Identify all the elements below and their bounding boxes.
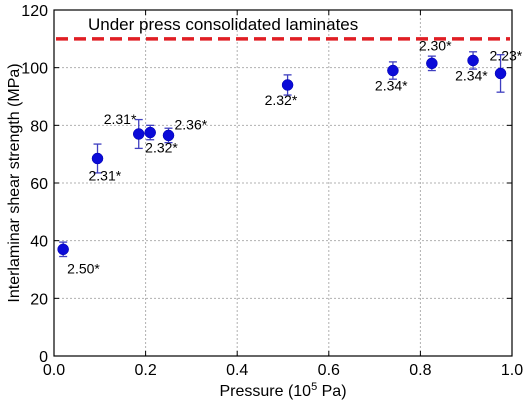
data-point: [387, 64, 399, 77]
data-series: [57, 51, 507, 258]
point-annotation: 2.34*: [375, 78, 408, 94]
point-annotation: 2.32*: [145, 140, 178, 156]
x-tick-label: 0.6: [318, 362, 340, 379]
x-tick-label: 0.0: [43, 362, 65, 379]
data-point: [426, 57, 438, 70]
point-annotation: 2.30*: [419, 37, 452, 53]
point-annotation: 2.31*: [104, 111, 137, 127]
point-annotation: 2.36*: [175, 116, 208, 132]
data-point: [132, 128, 145, 140]
data-point: [281, 79, 294, 91]
data-point: [91, 152, 104, 165]
x-axis-label: Pressure (105 Pa): [219, 381, 346, 400]
y-tick-label: 120: [21, 3, 48, 20]
y-tick-label: 0: [39, 349, 48, 366]
x-tick-label: 0.2: [134, 362, 156, 379]
point-annotation: 2.34*: [455, 67, 488, 83]
y-tick-label: 20: [30, 291, 48, 308]
x-tick-label: 0.4: [226, 362, 248, 379]
x-axis-label-sup: 5: [311, 381, 317, 393]
y-tick-label: 40: [30, 234, 48, 251]
point-annotations: 2.50*2.31*2.31*2.32*2.36*2.32*2.34*2.30*…: [67, 37, 523, 276]
point-annotation: 2.50*: [67, 260, 100, 276]
grid: [53, 9, 513, 357]
reference-line-label: Under press consolidated laminates: [88, 15, 358, 34]
point-annotation: 2.32*: [265, 92, 298, 108]
x-axis-label-main: Pressure (10: [219, 383, 311, 400]
data-point: [57, 243, 69, 256]
data-point: [144, 126, 156, 139]
data-point: [467, 54, 479, 67]
data-point: [162, 129, 175, 142]
data-point: [494, 67, 507, 80]
axes: 0.0 0.2 0.4 0.6 0.8 1.0 0 20 40 60 80 100 120: [21, 3, 523, 379]
y-tick-label: 100: [21, 61, 48, 78]
point-annotation: 2.31*: [89, 167, 122, 183]
y-tick-label: 60: [30, 176, 48, 193]
x-tick-label: 1.0: [501, 362, 523, 379]
x-axis-label-suffix: Pa): [317, 383, 346, 400]
reference-line-group: Under press consolidated laminates: [56, 15, 510, 41]
x-tick-label: 0.8: [409, 362, 431, 379]
y-tick-label: 80: [30, 118, 48, 135]
y-axis-label: Interlaminar shear strength (MPa): [6, 63, 23, 302]
point-annotation: 2.23*: [490, 47, 523, 63]
